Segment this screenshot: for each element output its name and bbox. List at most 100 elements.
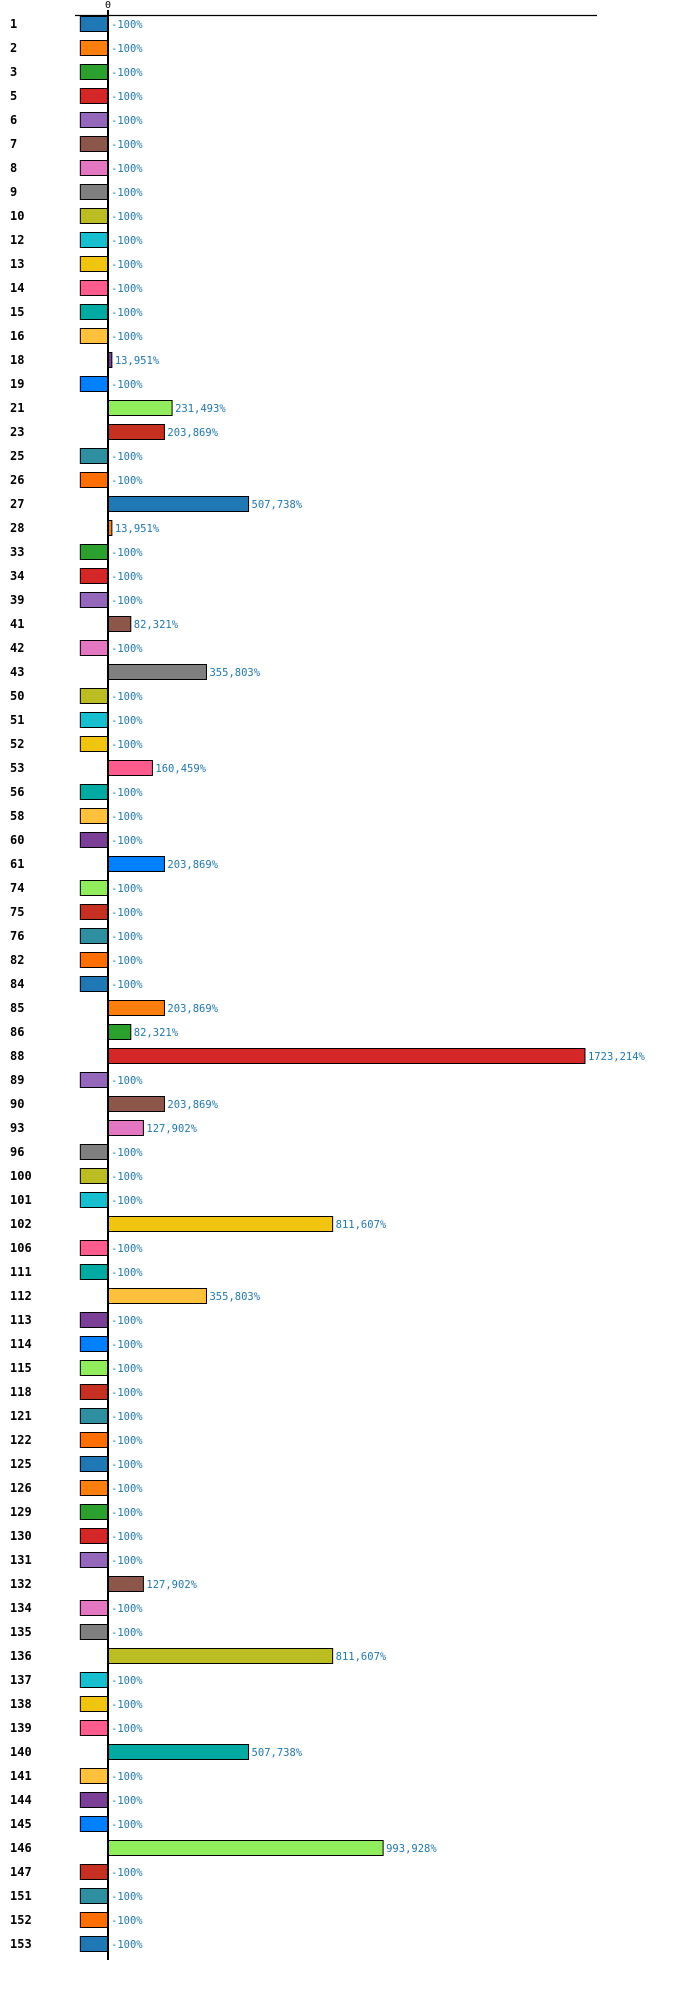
- category-label: 152: [10, 1913, 32, 1927]
- category-label: 10: [10, 209, 24, 223]
- value-label: 203,869%: [167, 859, 218, 871]
- category-label: 23: [10, 425, 24, 439]
- bar: [79, 136, 109, 152]
- bar: [79, 256, 109, 272]
- category-label: 114: [10, 1337, 32, 1351]
- category-label: 112: [10, 1289, 32, 1303]
- value-label: -100%: [111, 1267, 143, 1279]
- value-label: -100%: [111, 1603, 143, 1615]
- category-label: 7: [10, 137, 17, 151]
- bar: [107, 616, 132, 632]
- bar: [79, 184, 109, 200]
- category-label: 146: [10, 1841, 32, 1855]
- value-label: -100%: [111, 163, 143, 175]
- bar: [79, 40, 109, 56]
- bar: [79, 1672, 109, 1688]
- bar: [107, 1840, 384, 1856]
- category-label: 15: [10, 305, 24, 319]
- value-label: -100%: [111, 643, 143, 655]
- bar: [79, 1552, 109, 1568]
- bar: [79, 784, 109, 800]
- category-label: 60: [10, 833, 24, 847]
- category-label: 27: [10, 497, 24, 511]
- category-label: 42: [10, 641, 24, 655]
- category-label: 136: [10, 1649, 32, 1663]
- value-label: -100%: [111, 739, 143, 751]
- category-label: 18: [10, 353, 24, 367]
- value-label: -100%: [111, 379, 143, 391]
- value-label: 127,902%: [146, 1123, 197, 1135]
- bars: 1 -100% 2 -100% 3 -100% 5 -100% 6 -100% 7 -100% 8 -10…: [10, 16, 646, 1952]
- category-label: 51: [10, 713, 24, 727]
- bar: [79, 1168, 109, 1184]
- value-label: -100%: [111, 1315, 143, 1327]
- category-label: 130: [10, 1529, 32, 1543]
- category-label: 100: [10, 1169, 32, 1183]
- category-label: 96: [10, 1145, 24, 1159]
- category-label: 41: [10, 617, 24, 631]
- x-tick-label-0: 0: [105, 0, 111, 11]
- bar: [79, 928, 109, 944]
- category-label: 126: [10, 1481, 32, 1495]
- bar: [79, 1312, 109, 1328]
- category-label: 138: [10, 1697, 32, 1711]
- value-label: -100%: [111, 1147, 143, 1159]
- bar: [79, 640, 109, 656]
- category-label: 16: [10, 329, 24, 343]
- value-label: 811,607%: [336, 1651, 387, 1663]
- category-label: 58: [10, 809, 24, 823]
- category-label: 141: [10, 1769, 32, 1783]
- category-label: 3: [10, 65, 17, 79]
- category-label: 111: [10, 1265, 32, 1279]
- category-label: 102: [10, 1217, 32, 1231]
- category-label: 93: [10, 1121, 24, 1135]
- bar: [107, 424, 165, 440]
- value-label: -100%: [111, 907, 143, 919]
- value-label: -100%: [111, 1915, 143, 1927]
- value-label: 13,951%: [115, 355, 160, 367]
- bar: [107, 496, 250, 512]
- value-label: -100%: [111, 931, 143, 943]
- bar: [107, 856, 165, 872]
- bar: [79, 568, 109, 584]
- bar: [107, 400, 173, 416]
- value-label: -100%: [111, 1723, 143, 1735]
- bar: [79, 112, 109, 128]
- value-label: 231,493%: [175, 403, 226, 415]
- category-label: 61: [10, 857, 24, 871]
- category-label: 19: [10, 377, 24, 391]
- bar: [79, 1264, 109, 1280]
- value-label: -100%: [111, 1819, 143, 1831]
- value-label: 203,869%: [167, 1099, 218, 1111]
- bar: [79, 448, 109, 464]
- bar: [79, 1360, 109, 1376]
- category-label: 2: [10, 41, 17, 55]
- value-label: -100%: [111, 955, 143, 967]
- value-label: 507,738%: [252, 1747, 303, 1759]
- category-label: 26: [10, 473, 24, 487]
- bar: [79, 472, 109, 488]
- value-label: -100%: [111, 211, 143, 223]
- value-label: 993,928%: [386, 1843, 437, 1855]
- value-label: -100%: [111, 1075, 143, 1087]
- value-label: -100%: [111, 1195, 143, 1207]
- bar: [79, 592, 109, 608]
- category-label: 8: [10, 161, 17, 175]
- value-label: -100%: [111, 1795, 143, 1807]
- value-label: -100%: [111, 715, 143, 727]
- bar: [107, 1648, 334, 1664]
- value-label: 160,459%: [155, 763, 206, 775]
- value-label: -100%: [111, 451, 143, 463]
- value-label: -100%: [111, 1459, 143, 1471]
- category-label: 39: [10, 593, 24, 607]
- bar: [79, 688, 109, 704]
- value-label: -100%: [111, 43, 143, 55]
- value-label: -100%: [111, 1675, 143, 1687]
- value-label: -100%: [111, 979, 143, 991]
- category-label: 13: [10, 257, 24, 271]
- category-label: 118: [10, 1385, 32, 1399]
- value-label: -100%: [111, 1531, 143, 1543]
- category-label: 122: [10, 1433, 32, 1447]
- category-label: 84: [10, 977, 24, 991]
